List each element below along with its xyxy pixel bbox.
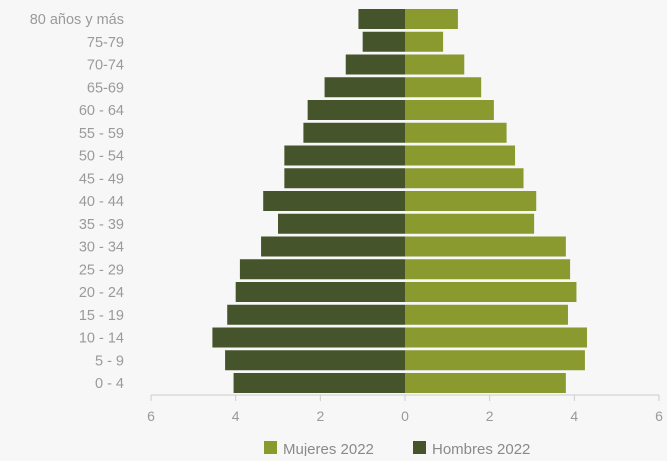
bar-men: [345, 54, 405, 75]
legend-label-men: Hombres 2022: [432, 441, 530, 456]
bar-women: [405, 282, 577, 302]
y-axis-label: 50 - 54: [79, 149, 124, 165]
bar-men: [233, 373, 405, 393]
y-axis-label: 20 - 24: [79, 285, 124, 301]
bar-men: [284, 145, 405, 166]
legend-swatch-women: [264, 441, 277, 454]
y-axis-label: 0 - 4: [95, 376, 124, 392]
bar-men: [225, 350, 405, 371]
x-tick-label: 6: [147, 408, 155, 424]
bar-women: [405, 31, 444, 52]
bar-women: [405, 259, 571, 280]
bar-men: [263, 191, 405, 211]
legend-label-women: Mujeres 2022: [283, 441, 374, 456]
bar-women: [405, 213, 535, 234]
men-bars: [212, 9, 405, 393]
x-tick-label: 2: [316, 408, 324, 424]
x-tick-label: 4: [570, 408, 578, 424]
bar-women: [405, 122, 507, 143]
y-axis-label: 70-74: [87, 58, 124, 74]
bar-men: [235, 282, 405, 302]
y-axis-label: 80 años y más: [30, 12, 124, 28]
bar-men: [324, 77, 405, 98]
bar-men: [239, 259, 405, 280]
bar-men: [278, 213, 405, 234]
y-axis-label: 60 - 64: [79, 103, 124, 119]
legend: Mujeres 2022 Hombres 2022: [264, 441, 530, 458]
y-axis-label: 45 - 49: [79, 171, 124, 187]
y-axis-label: 40 - 44: [79, 194, 124, 210]
bar-men: [358, 9, 405, 29]
bar-men: [261, 236, 405, 257]
bar-men: [362, 31, 405, 52]
y-axis-labels: 80 años y más 75-79 70-74 65-69 60 - 64 55 - …: [30, 12, 124, 392]
y-axis-label: 55 - 59: [79, 126, 124, 142]
y-axis-label: 10 - 14: [79, 331, 124, 347]
bar-women: [405, 350, 585, 371]
bar-women: [405, 236, 566, 257]
bar-women: [405, 54, 465, 75]
x-tick-label: 4: [232, 408, 240, 424]
y-axis-label: 15 - 19: [79, 308, 124, 324]
bar-men: [303, 122, 405, 143]
bar-women: [405, 145, 516, 166]
bar-men: [227, 304, 405, 325]
y-axis-label: 35 - 39: [79, 217, 124, 233]
legend-swatch-men: [413, 441, 426, 454]
bar-women: [405, 168, 524, 189]
bar-women: [405, 191, 537, 211]
bar-women: [405, 327, 588, 348]
bar-women: [405, 373, 566, 393]
bar-men: [307, 100, 405, 120]
x-tick-label: 0: [401, 408, 409, 424]
x-axis-ticks: 6 4 2 0 2 4 6: [147, 395, 663, 424]
y-axis-label: 5 - 9: [95, 353, 124, 369]
y-axis-label: 30 - 34: [79, 240, 124, 256]
y-axis-label: 75-79: [87, 35, 124, 51]
x-tick-label: 2: [486, 408, 494, 424]
bar-women: [405, 77, 482, 98]
bar-men: [212, 327, 405, 348]
y-axis-label: 65-69: [87, 80, 124, 96]
x-tick-label: 6: [655, 408, 663, 424]
bar-women: [405, 9, 458, 29]
women-bars: [405, 9, 588, 393]
bar-men: [284, 168, 405, 189]
y-axis-label: 25 - 29: [79, 262, 124, 278]
bar-women: [405, 100, 494, 120]
bar-women: [405, 304, 568, 325]
